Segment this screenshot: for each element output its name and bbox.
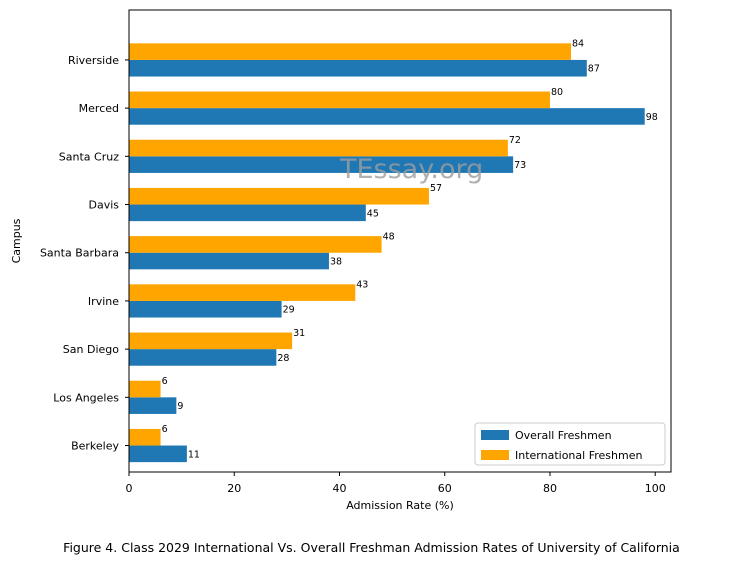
x-tick-label-0: 0 [126,482,133,495]
y-axis-label: Campus [10,218,23,263]
y-tick-label-los-angeles: Los Angeles [53,391,119,404]
legend-label-international-freshmen: International Freshmen [515,449,642,462]
bar-international-los-angeles [129,380,161,398]
figure-caption: Figure 4. Class 2029 International Vs. O… [63,540,680,555]
data-label-international-riverside: 84 [572,39,584,50]
y-tick-label-san-diego: San Diego [63,343,119,356]
bar-overall-santa-cruz [129,156,514,173]
data-label-international-santa-cruz: 72 [509,135,521,146]
data-label-international-davis: 57 [430,183,442,194]
bar-overall-los-angeles [129,397,177,414]
data-label-international-merced: 80 [551,87,563,98]
data-label-international-san-diego: 31 [293,328,305,339]
y-tick-label-davis: Davis [88,199,119,212]
bar-overall-irvine [129,300,282,318]
data-label-overall-santa-barbara: 38 [330,257,342,268]
bar-international-merced [129,91,550,109]
y-tick-label-santa-barbara: Santa Barbara [40,247,119,260]
data-label-overall-san-diego: 28 [277,353,289,364]
data-label-international-santa-barbara: 48 [383,231,395,242]
bar-overall-san-diego [129,349,277,366]
bar-overall-merced [129,108,645,125]
data-label-overall-merced: 98 [646,112,658,123]
data-label-overall-santa-cruz: 73 [514,160,526,171]
data-label-overall-riverside: 87 [588,64,600,75]
y-tick-label-riverside: Riverside [68,54,119,67]
x-tick-label-80: 80 [543,482,557,495]
y-tick-label-irvine: Irvine [88,295,119,308]
bar-international-irvine [129,284,356,301]
bar-international-san-diego [129,332,293,350]
legend-box [474,422,666,466]
data-label-overall-berkeley: 11 [188,449,200,460]
y-tick-label-merced: Merced [79,102,119,115]
x-tick-label-20: 20 [227,482,241,495]
y-tick-label-santa-cruz: Santa Cruz [59,150,119,163]
x-axis-label: Admission Rate (%) [346,499,454,512]
legend-swatch-overall-freshmen [481,430,509,440]
bar-international-santa-cruz [129,139,508,157]
bar-overall-santa-barbara [129,252,329,270]
bar-international-davis [129,187,429,205]
legend-label-overall-freshmen: Overall Freshmen [515,429,612,442]
data-label-overall-irvine: 29 [283,305,295,316]
data-label-overall-davis: 45 [367,208,379,219]
data-label-international-berkeley: 6 [162,424,168,435]
bar-international-berkeley [129,428,161,446]
x-axis: 0 20 40 60 80 100 [126,472,666,495]
legend-swatch-international-freshmen [481,450,509,460]
plot-frame [128,9,672,473]
data-label-international-irvine: 43 [356,280,368,291]
y-tick-label-berkeley: Berkeley [71,440,119,453]
y-axis: Berkeley Los Angeles San Diego Irvine Santa … [40,54,129,453]
bar-overall-berkeley [129,445,187,463]
bar-chart: 11 6 9 6 28 31 29 43 38 48 45 57 73 72 98 80 87 84 0 20 40 6… [10,9,672,512]
data-label-international-los-angeles: 6 [162,376,168,387]
x-tick-label-60: 60 [438,482,452,495]
bar-international-santa-barbara [129,236,382,253]
watermark: TEssay.org [340,154,484,185]
data-label-overall-los-angeles: 9 [177,401,183,412]
bars-group [129,43,645,463]
x-tick-label-40: 40 [332,482,346,495]
x-tick-label-100: 100 [645,482,666,495]
bar-overall-riverside [129,59,587,77]
bar-international-riverside [129,43,572,60]
bar-overall-davis [129,204,366,222]
legend: Overall Freshmen International Freshmen [474,422,666,466]
data-labels-group: 11 6 9 6 28 31 29 43 38 48 45 57 73 72 98 80 87 84 [162,39,658,461]
